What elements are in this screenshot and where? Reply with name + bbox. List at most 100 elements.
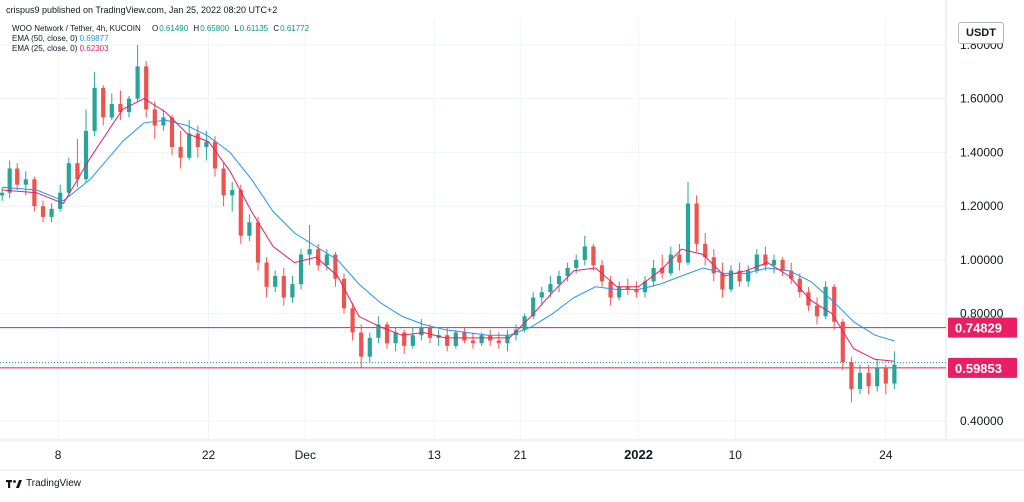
candle-body [462,332,467,341]
candle-body [651,267,656,282]
candle-body [75,163,80,180]
time-tick-label: 22 [202,448,216,462]
candle-body [221,168,226,196]
legend-ema25-row[interactable]: EMA (25, close, 0) 0.62303 [12,44,309,54]
candle-body [505,335,510,344]
price-tick-label: 1.40000 [960,145,1004,159]
ema25-line [2,98,895,362]
price-tick-label: 0.40000 [960,414,1004,428]
candle-body [832,286,837,322]
candle-body [384,324,390,344]
candle-body [118,104,123,113]
candle-body [694,203,699,244]
candle-body [496,340,501,344]
time-tick-label: 8 [55,448,62,462]
candle-body [92,87,97,131]
candle-body [789,270,794,279]
candle-body [754,254,759,271]
ema50-label: EMA (50, close, 0) [12,34,78,43]
candle-body [324,254,329,266]
candle-body [677,254,682,263]
candle-body [728,270,734,290]
time-tick-label: 13 [428,448,442,462]
candle-body [238,190,243,236]
legend-ema50-row[interactable]: EMA (50, close, 0) 0.69877 [12,34,309,44]
price-tick-label: 1.20000 [960,199,1004,213]
ema50-line [2,119,895,342]
time-tick-label: Dec [295,448,316,462]
time-tick-label: 2022 [624,447,653,462]
candle-body [144,66,149,110]
candle-body [849,362,854,389]
price-tick-label: 0.80000 [960,307,1004,321]
candle-body [866,372,871,387]
candle-body [350,308,355,333]
candle-body [109,104,114,118]
ohlc-high-key: H [193,24,200,33]
candle-body [264,262,269,287]
candle-body [187,133,192,158]
candle-body [161,117,166,126]
candle-body [402,332,407,346]
candle-body [58,192,63,209]
candle-body [720,273,725,290]
footer-brand[interactable]: TradingView [6,478,81,489]
ohlc-close-key: C [273,24,280,33]
candle-body [49,208,54,217]
candle-body [608,281,613,298]
candle-body [445,335,450,346]
candle-body [823,286,828,317]
candle-body [152,109,157,126]
candle-body [771,259,777,266]
candle-body [857,372,863,389]
price-tick-label: 1.00000 [960,253,1004,267]
candle-body [565,267,570,277]
time-tick-label: 10 [729,448,743,462]
candle-body [307,249,312,255]
candle-body [668,254,673,274]
currency-button[interactable]: USDT [958,22,1004,44]
candle-body [376,324,381,338]
time-tick-label: 24 [879,448,893,462]
publisher-line: crispus9 published on TradingView.com, J… [6,5,278,15]
candle-body [341,278,347,309]
level-price-label: 0.74829 [955,321,1002,336]
candle-body [479,335,484,344]
candle-body [126,98,132,113]
candle-body [642,281,648,293]
level-price-badge[interactable] [948,357,1017,378]
candle-body [419,327,424,336]
level-price-label: 0.59853 [955,361,1002,376]
candle-body [470,340,476,344]
time-tick-label: 21 [514,448,528,462]
candle-body [556,276,562,285]
candle-body [83,130,89,180]
candle-body [582,246,587,260]
candle-body [780,259,785,271]
candle-body [814,305,820,317]
candle-body [574,259,579,268]
candle-body [634,289,639,293]
level-price-badge[interactable] [948,317,1017,338]
candle-body [539,292,544,298]
candle-body [367,337,372,357]
candle-body [195,133,200,148]
candle-body [548,284,553,293]
candle-body [23,179,28,185]
candle-body [763,254,768,266]
candle-body [101,87,106,118]
ohlc-high-value: 0.65800 [200,24,230,33]
candle-body [255,222,261,263]
ema25-label: EMA (25, close, 0) [12,44,78,53]
candle-body [797,278,802,293]
candle-body [230,190,235,196]
candle-body [359,332,364,357]
candle-body [135,66,140,99]
ohlc-close-value: 0.61772 [280,24,310,33]
candle-body [178,147,183,158]
candle-body [410,335,415,346]
symbol-label[interactable]: WOO Network / Tether, 4h, KUCOIN [12,24,141,33]
candle-body [273,276,278,287]
candle-body [333,254,338,279]
